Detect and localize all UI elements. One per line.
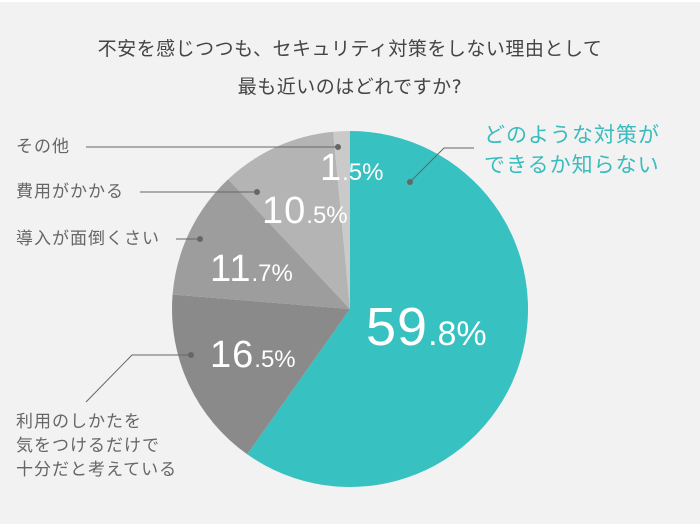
- chart-title: 不安を感じつつも、セキュリティ対策をしない理由として 最も近いのはどれですか?: [0, 30, 700, 106]
- leader-line-dont-know: [409, 147, 474, 183]
- value-troublesome: 11.7%: [210, 248, 293, 290]
- leader-dot-other: [335, 144, 341, 150]
- label-other: その他: [16, 137, 70, 157]
- slice-troublesome: [172, 179, 350, 309]
- top-rule: [0, 0, 700, 2]
- value-costly: 10.5%: [262, 190, 348, 232]
- leader-dot-costly: [254, 189, 260, 195]
- chart-title-line-1: 不安を感じつつも、セキュリティ対策をしない理由として: [97, 38, 603, 60]
- slice-careful-usage-enough: [172, 294, 350, 455]
- slice-costly: [228, 131, 350, 309]
- chart-title-line-2: 最も近いのはどれですか?: [237, 76, 463, 98]
- slice-dont-know-measures: [247, 131, 529, 487]
- value-dont-know-measures: 59.8%: [366, 297, 487, 357]
- value-other: 1.5%: [320, 147, 384, 189]
- slice-other: [333, 131, 350, 309]
- label-dont-know-measures: どのような対策が できるか知らない: [484, 123, 660, 177]
- label-troublesome: 導入が面倒くさい: [16, 229, 160, 249]
- label-careful-usage-enough: 利用のしかたを 気をつけるだけで 十分だと考えている: [16, 412, 178, 480]
- leader-dot-troublesome: [197, 236, 203, 242]
- label-costly: 費用がかかる: [16, 182, 124, 202]
- leader-dot-dont-know: [407, 179, 413, 185]
- leader-line-careful-usage: [85, 354, 191, 403]
- leader-dot-careful-usage: [188, 352, 194, 358]
- value-careful-usage-enough: 16.5%: [210, 334, 296, 376]
